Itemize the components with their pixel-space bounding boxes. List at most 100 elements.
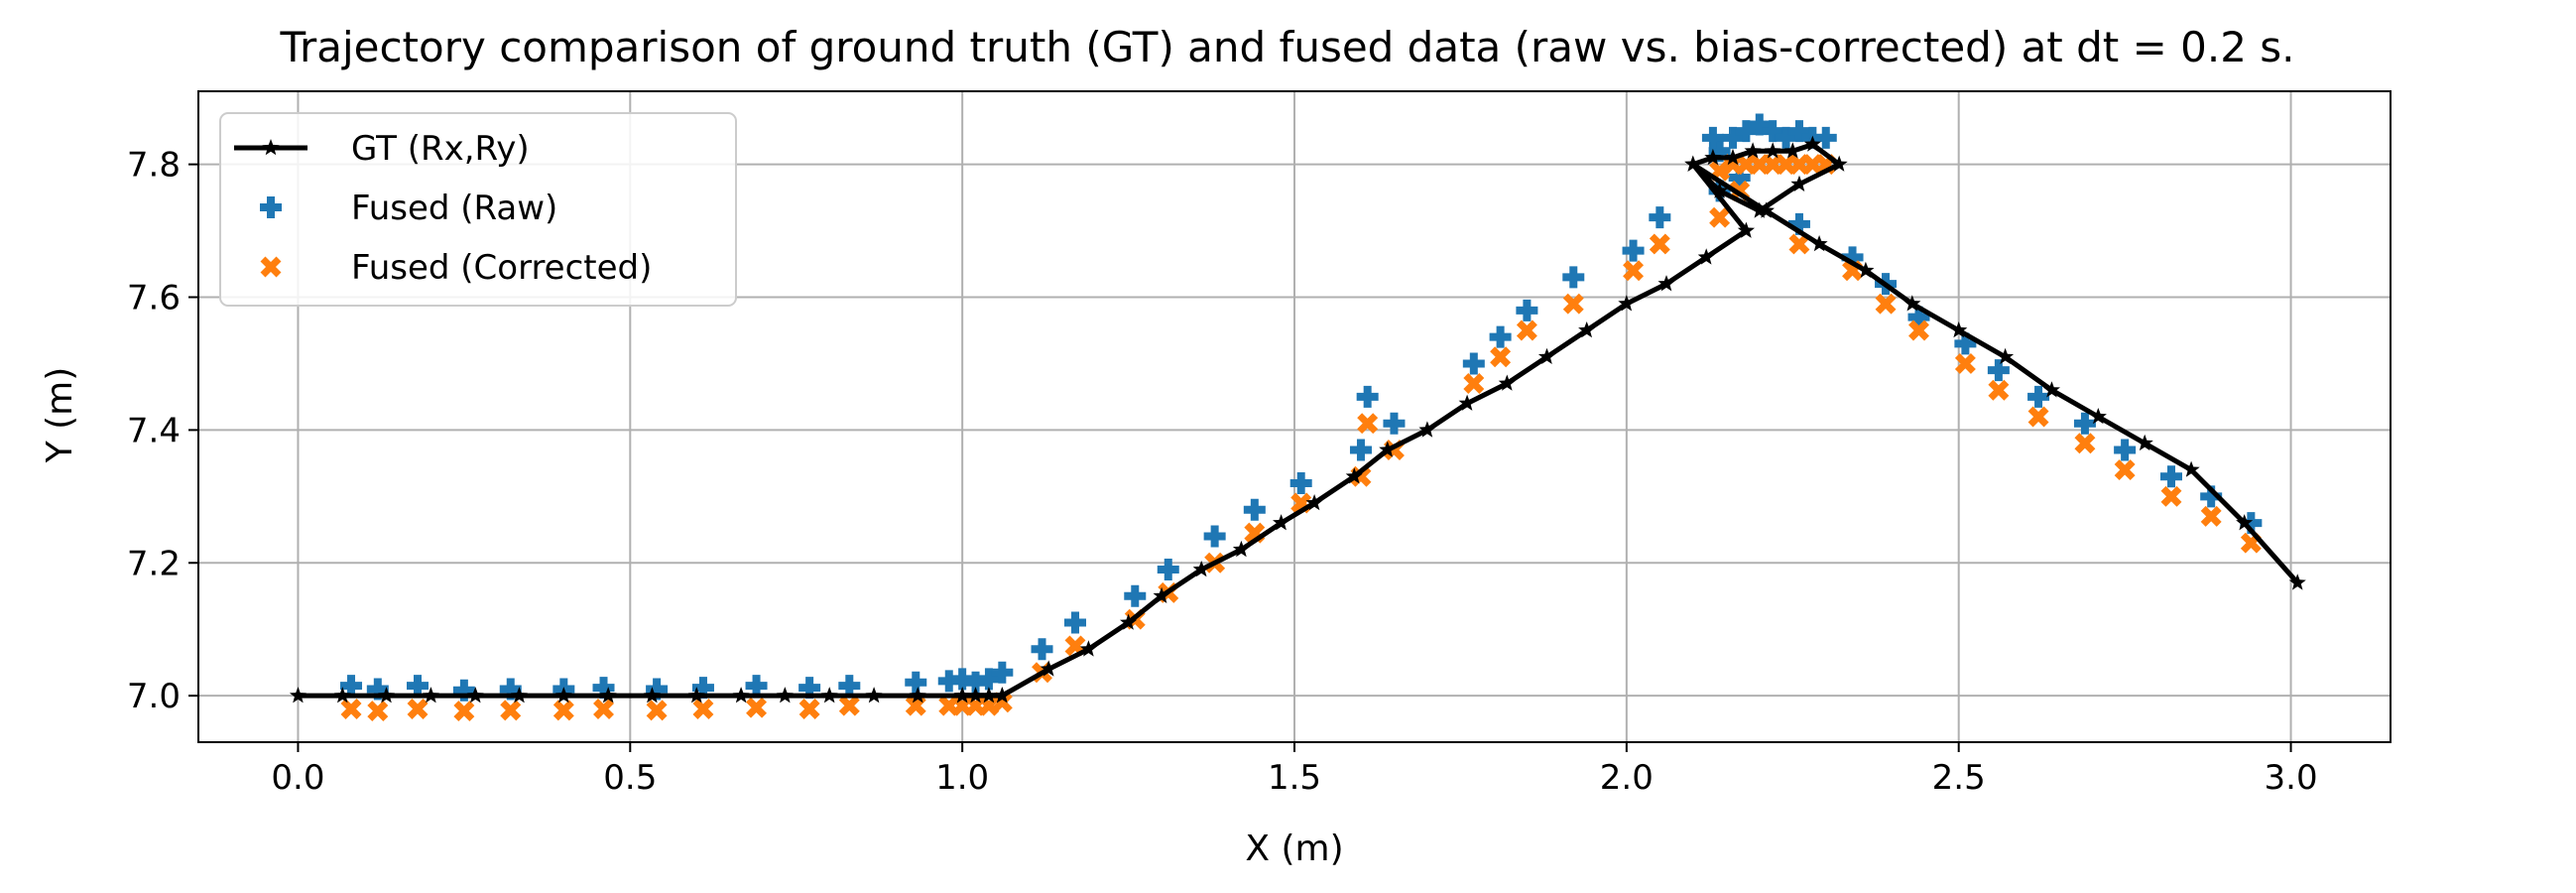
gt-point	[1578, 321, 1596, 338]
fused-raw-point	[1787, 120, 1810, 143]
fused-corrected-point	[746, 697, 768, 718]
fused-corrected-point	[1490, 346, 1512, 368]
gt-point	[776, 687, 794, 703]
gt-point	[1153, 586, 1170, 603]
gt-line	[298, 142, 2300, 699]
y-tick-label: 7.4	[127, 411, 181, 450]
gt-point	[2288, 574, 2306, 590]
gt-point	[993, 687, 1011, 703]
gt-point	[1120, 613, 1138, 630]
fused-raw-point	[991, 661, 1014, 684]
fused-raw-point	[340, 675, 363, 698]
gt-point	[1724, 148, 1742, 166]
fused-corrected-point	[1908, 319, 1929, 341]
y-tick-label: 7.0	[127, 677, 181, 716]
fused-raw-point	[1987, 359, 2010, 382]
fused-raw-point	[1289, 471, 1312, 494]
fused-raw-point	[2073, 412, 2096, 435]
gt-point	[1790, 175, 1808, 191]
fused-corrected-point	[453, 701, 475, 722]
gt-point	[1273, 514, 1290, 531]
fused-corrected-point	[1788, 233, 1810, 255]
fused-corrected-point	[1357, 413, 1379, 435]
fused-raw-point	[745, 675, 768, 698]
axes: 0.0 0.5 1.0 1.5 2.0 2.5 3.0 7.0 7.2 7.4 7.6 7.8	[127, 90, 2392, 798]
fused-raw-point	[1562, 266, 1585, 289]
gt-point	[1757, 201, 1775, 218]
fused-raw-point	[1762, 120, 1784, 143]
fused-corrected-point	[2027, 406, 2049, 428]
gt-point	[1764, 142, 1781, 159]
x-tick-label: 0.0	[271, 758, 324, 798]
y-axis-label: Y (m)	[40, 367, 80, 464]
fused-corrected-point	[692, 699, 714, 720]
x-tick-label: 2.5	[1932, 758, 1986, 798]
y-tick-label: 7.2	[127, 544, 181, 583]
gt-point	[1537, 347, 1555, 364]
fused-raw-point	[1516, 299, 1538, 321]
gt-point	[953, 687, 971, 703]
fused-corrected-point	[1709, 206, 1731, 228]
x-tick-label: 2.0	[1600, 758, 1654, 798]
y-tick-label: 7.8	[127, 146, 181, 186]
gt-point	[1711, 182, 1729, 198]
gt-point	[1684, 155, 1702, 172]
fused-raw-point	[1356, 385, 1379, 408]
fused-corrected-point	[978, 695, 1000, 716]
fused-raw-point	[407, 675, 429, 698]
fused-corrected-point	[1623, 260, 1645, 282]
gt-point	[1783, 142, 1801, 159]
fused-corrected-point	[340, 699, 362, 720]
fused-raw-point	[2114, 439, 2137, 461]
gt-point	[1192, 561, 1210, 577]
gt-point	[1657, 275, 1675, 292]
fused-raw-point	[1622, 239, 1645, 262]
x-tick-label: 0.5	[603, 758, 657, 798]
fused-corrected-point	[2114, 459, 2136, 481]
fused-raw-point	[1735, 120, 1758, 143]
fused-raw-point	[2160, 465, 2182, 488]
gt-point	[2136, 434, 2153, 451]
gt-point	[1618, 295, 1636, 312]
gt-point	[1305, 494, 1323, 511]
fused-raw-point	[977, 668, 1000, 691]
chart-title: Trajectory comparison of ground truth (G…	[279, 23, 2294, 71]
gt-point	[1744, 142, 1762, 159]
fused-raw-point	[1349, 439, 1372, 461]
fused-corrected-point	[1649, 233, 1670, 255]
gt-point	[422, 687, 439, 703]
x-tick-label: 3.0	[2265, 758, 2318, 798]
fused-corrected-point	[1988, 379, 2010, 401]
gt-point	[378, 687, 396, 703]
fused-corrected-point	[2160, 485, 2182, 507]
x-tick-label: 1.5	[1268, 758, 1321, 798]
y-tick-label: 7.6	[127, 279, 181, 319]
fused-corrected-point	[407, 699, 429, 720]
legend: GT (Rx,Ry) Fused (Raw) Fused (Corrected)	[219, 112, 737, 307]
fused-raw-point	[1649, 206, 1671, 229]
gt-point	[1803, 135, 1821, 152]
legend-entry: Fused (Corrected)	[260, 248, 652, 288]
fused-raw-point	[1031, 638, 1053, 661]
gt-point	[2042, 381, 2060, 398]
gt-point	[1458, 394, 1476, 411]
gt-point	[1418, 421, 1436, 438]
gt-point	[1751, 201, 1769, 218]
gt-point	[289, 687, 307, 703]
gt-point	[2089, 408, 2107, 425]
fused-raw-point	[260, 196, 282, 218]
fused-raw-point	[1157, 558, 1179, 580]
fused-corrected-point	[367, 701, 389, 722]
gt-point	[1379, 441, 1397, 457]
x-tick-label: 1.0	[935, 758, 989, 798]
fused-corrected-point	[260, 256, 282, 278]
fused-corrected-point	[1562, 293, 1584, 315]
fused-raw-point	[838, 675, 861, 698]
legend-entry: Fused (Raw)	[260, 189, 557, 228]
fused-corrected-point	[552, 700, 574, 721]
gt-point	[1830, 155, 1848, 172]
fused-raw-point	[905, 671, 927, 694]
fused-raw-point	[1489, 325, 1512, 348]
